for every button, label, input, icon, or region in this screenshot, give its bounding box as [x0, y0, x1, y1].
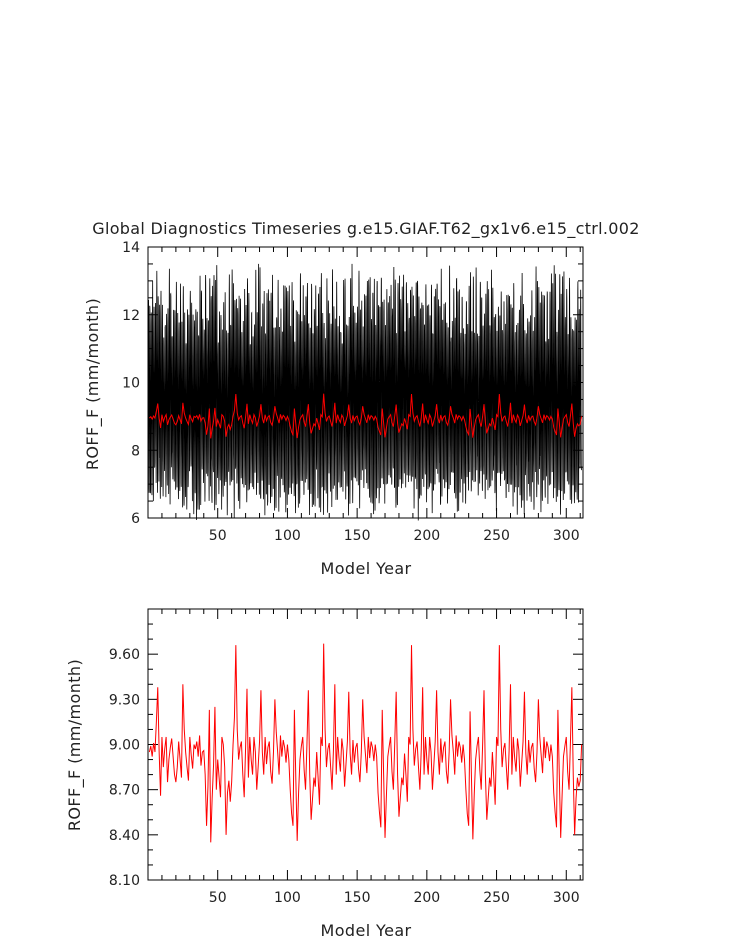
y-tick-label-bottom: 8.70	[109, 783, 140, 799]
x-tick-label-bottom: 50	[209, 890, 227, 906]
x-tick-label-top: 50	[209, 528, 227, 544]
y-tick-label-bottom: 8.40	[109, 828, 140, 844]
panel-bottom: 50 100 150 200 250 300 8.10 8.40 8.70 9.00 9.30 9.6…	[109, 608, 584, 906]
y-tick-label-top: 14	[122, 240, 140, 256]
annual-mean-series-line-bottom	[148, 643, 583, 843]
y-tick-label-bottom: 9.60	[109, 647, 140, 663]
plot-frame-top	[147, 246, 584, 519]
x-axis-label-bottom: Model Year	[321, 921, 412, 940]
x-tick-label-bottom: 150	[344, 890, 371, 906]
y-tick-label-top: 10	[122, 376, 140, 392]
y-axis-label-bottom: ROFF_F (mm/month)	[65, 659, 85, 831]
x-tick-label-top: 100	[274, 528, 301, 544]
y-tick-label-bottom: 9.00	[109, 738, 140, 754]
y-tick-label-top: 8	[131, 443, 140, 459]
x-tick-label-top: 150	[344, 528, 371, 544]
x-tick-label-bottom: 200	[413, 890, 440, 906]
monthly-series-line	[147, 263, 582, 521]
plot-frame-bottom	[147, 608, 584, 881]
y-axis-label-top: ROFF_F (mm/month)	[83, 298, 103, 470]
chart-title: Global Diagnostics Timeseries g.e15.GIAF…	[92, 219, 640, 239]
panel-top: 50 100 150 200 250 300 6 8 10 12 14	[122, 240, 584, 544]
annual-mean-series-line-top	[149, 393, 583, 439]
y-tick-label-bottom: 9.30	[109, 692, 140, 708]
x-tick-label-top: 250	[483, 528, 510, 544]
x-axis-label-top: Model Year	[321, 559, 412, 578]
y-tick-label-top: 6	[131, 511, 140, 527]
x-tick-label-top: 200	[413, 528, 440, 544]
x-tick-label-top: 300	[553, 528, 580, 544]
x-tick-label-bottom: 250	[483, 890, 510, 906]
x-tick-label-bottom: 100	[274, 890, 301, 906]
y-tick-label-top: 12	[122, 308, 140, 324]
x-tick-label-bottom: 300	[553, 890, 580, 906]
y-tick-label-bottom: 8.10	[109, 873, 140, 889]
